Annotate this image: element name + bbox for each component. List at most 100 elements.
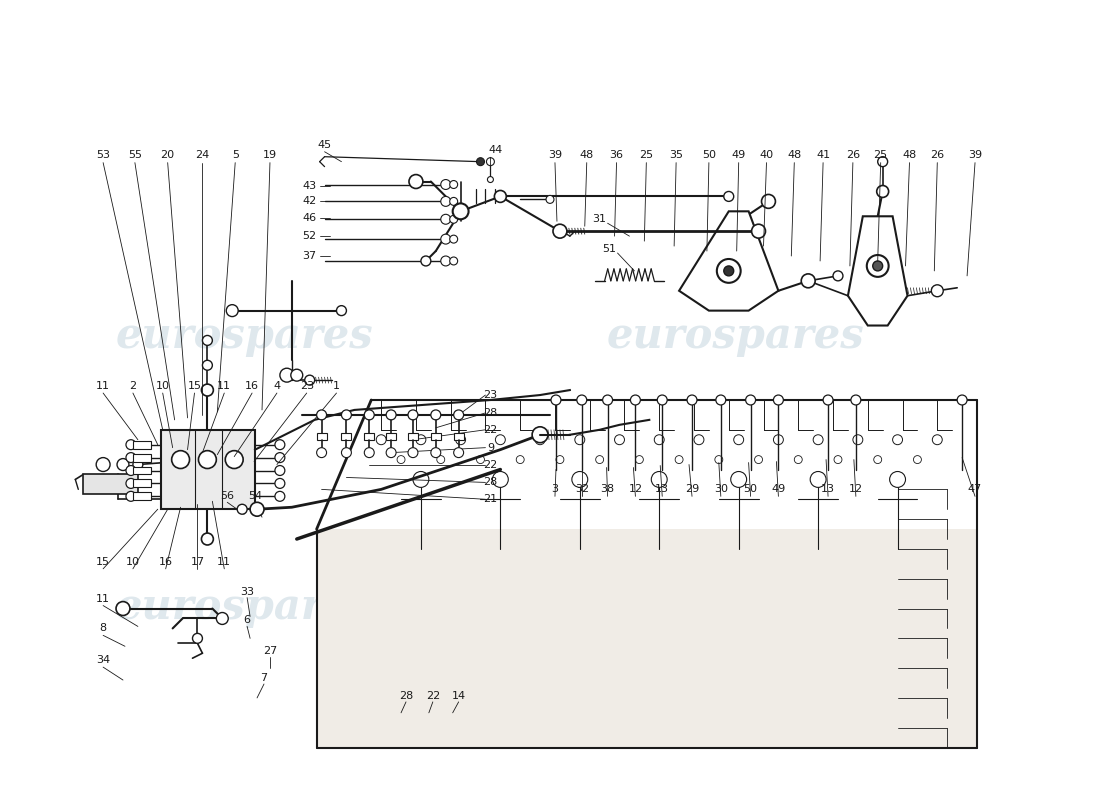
Circle shape [450, 257, 458, 265]
Text: 11: 11 [218, 557, 231, 567]
Circle shape [892, 434, 902, 445]
Circle shape [546, 195, 554, 203]
Bar [133, 454, 151, 462]
Bar [317, 433, 327, 440]
Circle shape [117, 458, 129, 470]
Text: 50: 50 [744, 484, 758, 494]
Circle shape [532, 427, 548, 442]
Text: 8: 8 [100, 623, 107, 634]
Circle shape [126, 466, 136, 475]
Text: eurospares: eurospares [607, 315, 865, 358]
Text: eurospares: eurospares [116, 315, 373, 358]
Circle shape [572, 471, 587, 487]
Text: 29: 29 [685, 484, 700, 494]
Circle shape [957, 395, 967, 405]
Circle shape [172, 450, 189, 469]
Circle shape [553, 224, 566, 238]
Polygon shape [679, 211, 779, 310]
Text: 54: 54 [248, 491, 262, 502]
Text: 6: 6 [243, 615, 251, 626]
Circle shape [450, 235, 458, 243]
Text: 49: 49 [771, 484, 785, 494]
Bar [408, 433, 418, 440]
Text: 23: 23 [299, 381, 314, 391]
Circle shape [201, 384, 213, 396]
Text: 19: 19 [263, 150, 277, 160]
Bar [84, 474, 138, 494]
Text: 10: 10 [156, 381, 169, 391]
Circle shape [654, 434, 664, 445]
Text: 50: 50 [702, 150, 716, 160]
Text: 48: 48 [580, 150, 594, 160]
Text: 20: 20 [161, 150, 175, 160]
Text: 32: 32 [574, 484, 589, 494]
Bar [133, 441, 151, 449]
Circle shape [694, 434, 704, 445]
Text: 51: 51 [603, 244, 617, 254]
Circle shape [450, 181, 458, 189]
Circle shape [773, 434, 783, 445]
Bar [386, 433, 396, 440]
Circle shape [852, 434, 862, 445]
Circle shape [238, 504, 248, 514]
Circle shape [275, 440, 285, 450]
Text: 44: 44 [488, 145, 503, 154]
Text: 7: 7 [261, 673, 267, 683]
Circle shape [250, 502, 264, 516]
Bar [341, 433, 351, 440]
Circle shape [516, 456, 525, 463]
Circle shape [453, 203, 469, 219]
Bar [133, 479, 151, 487]
Text: 40: 40 [759, 150, 773, 160]
Circle shape [890, 471, 905, 487]
Text: 26: 26 [931, 150, 945, 160]
Circle shape [872, 261, 882, 271]
Circle shape [688, 395, 697, 405]
Circle shape [408, 410, 418, 420]
Text: 13: 13 [656, 484, 669, 494]
Circle shape [913, 456, 922, 463]
Text: 11: 11 [96, 594, 110, 604]
Circle shape [493, 471, 508, 487]
Text: 35: 35 [669, 150, 683, 160]
Circle shape [408, 448, 418, 458]
Bar [133, 466, 151, 474]
Circle shape [455, 434, 465, 445]
Text: 45: 45 [318, 140, 331, 150]
Circle shape [227, 305, 239, 317]
Text: eurospares: eurospares [116, 586, 373, 627]
Circle shape [658, 395, 668, 405]
Circle shape [441, 256, 451, 266]
Circle shape [192, 634, 202, 643]
Circle shape [441, 234, 451, 244]
Text: 16: 16 [158, 557, 173, 567]
Circle shape [867, 255, 889, 277]
Circle shape [386, 410, 396, 420]
Text: 46: 46 [302, 214, 317, 223]
Circle shape [431, 448, 441, 458]
Circle shape [275, 453, 285, 462]
Circle shape [851, 395, 861, 405]
Circle shape [376, 434, 386, 445]
Circle shape [932, 285, 944, 297]
Circle shape [317, 410, 327, 420]
Text: eurospares: eurospares [607, 586, 865, 627]
Text: 39: 39 [548, 150, 562, 160]
Circle shape [494, 190, 506, 202]
Bar [453, 433, 463, 440]
Text: 12: 12 [628, 484, 642, 494]
Circle shape [877, 186, 889, 198]
Circle shape [217, 613, 229, 625]
Text: 26: 26 [846, 150, 860, 160]
Circle shape [811, 471, 826, 487]
Bar [133, 492, 151, 500]
Circle shape [431, 410, 441, 420]
Text: 34: 34 [96, 655, 110, 665]
Circle shape [126, 491, 136, 502]
Text: 22: 22 [483, 425, 497, 434]
Text: 4: 4 [273, 381, 280, 391]
Text: 28: 28 [483, 408, 497, 418]
Circle shape [279, 368, 294, 382]
Text: 28: 28 [483, 478, 497, 487]
Circle shape [575, 434, 585, 445]
